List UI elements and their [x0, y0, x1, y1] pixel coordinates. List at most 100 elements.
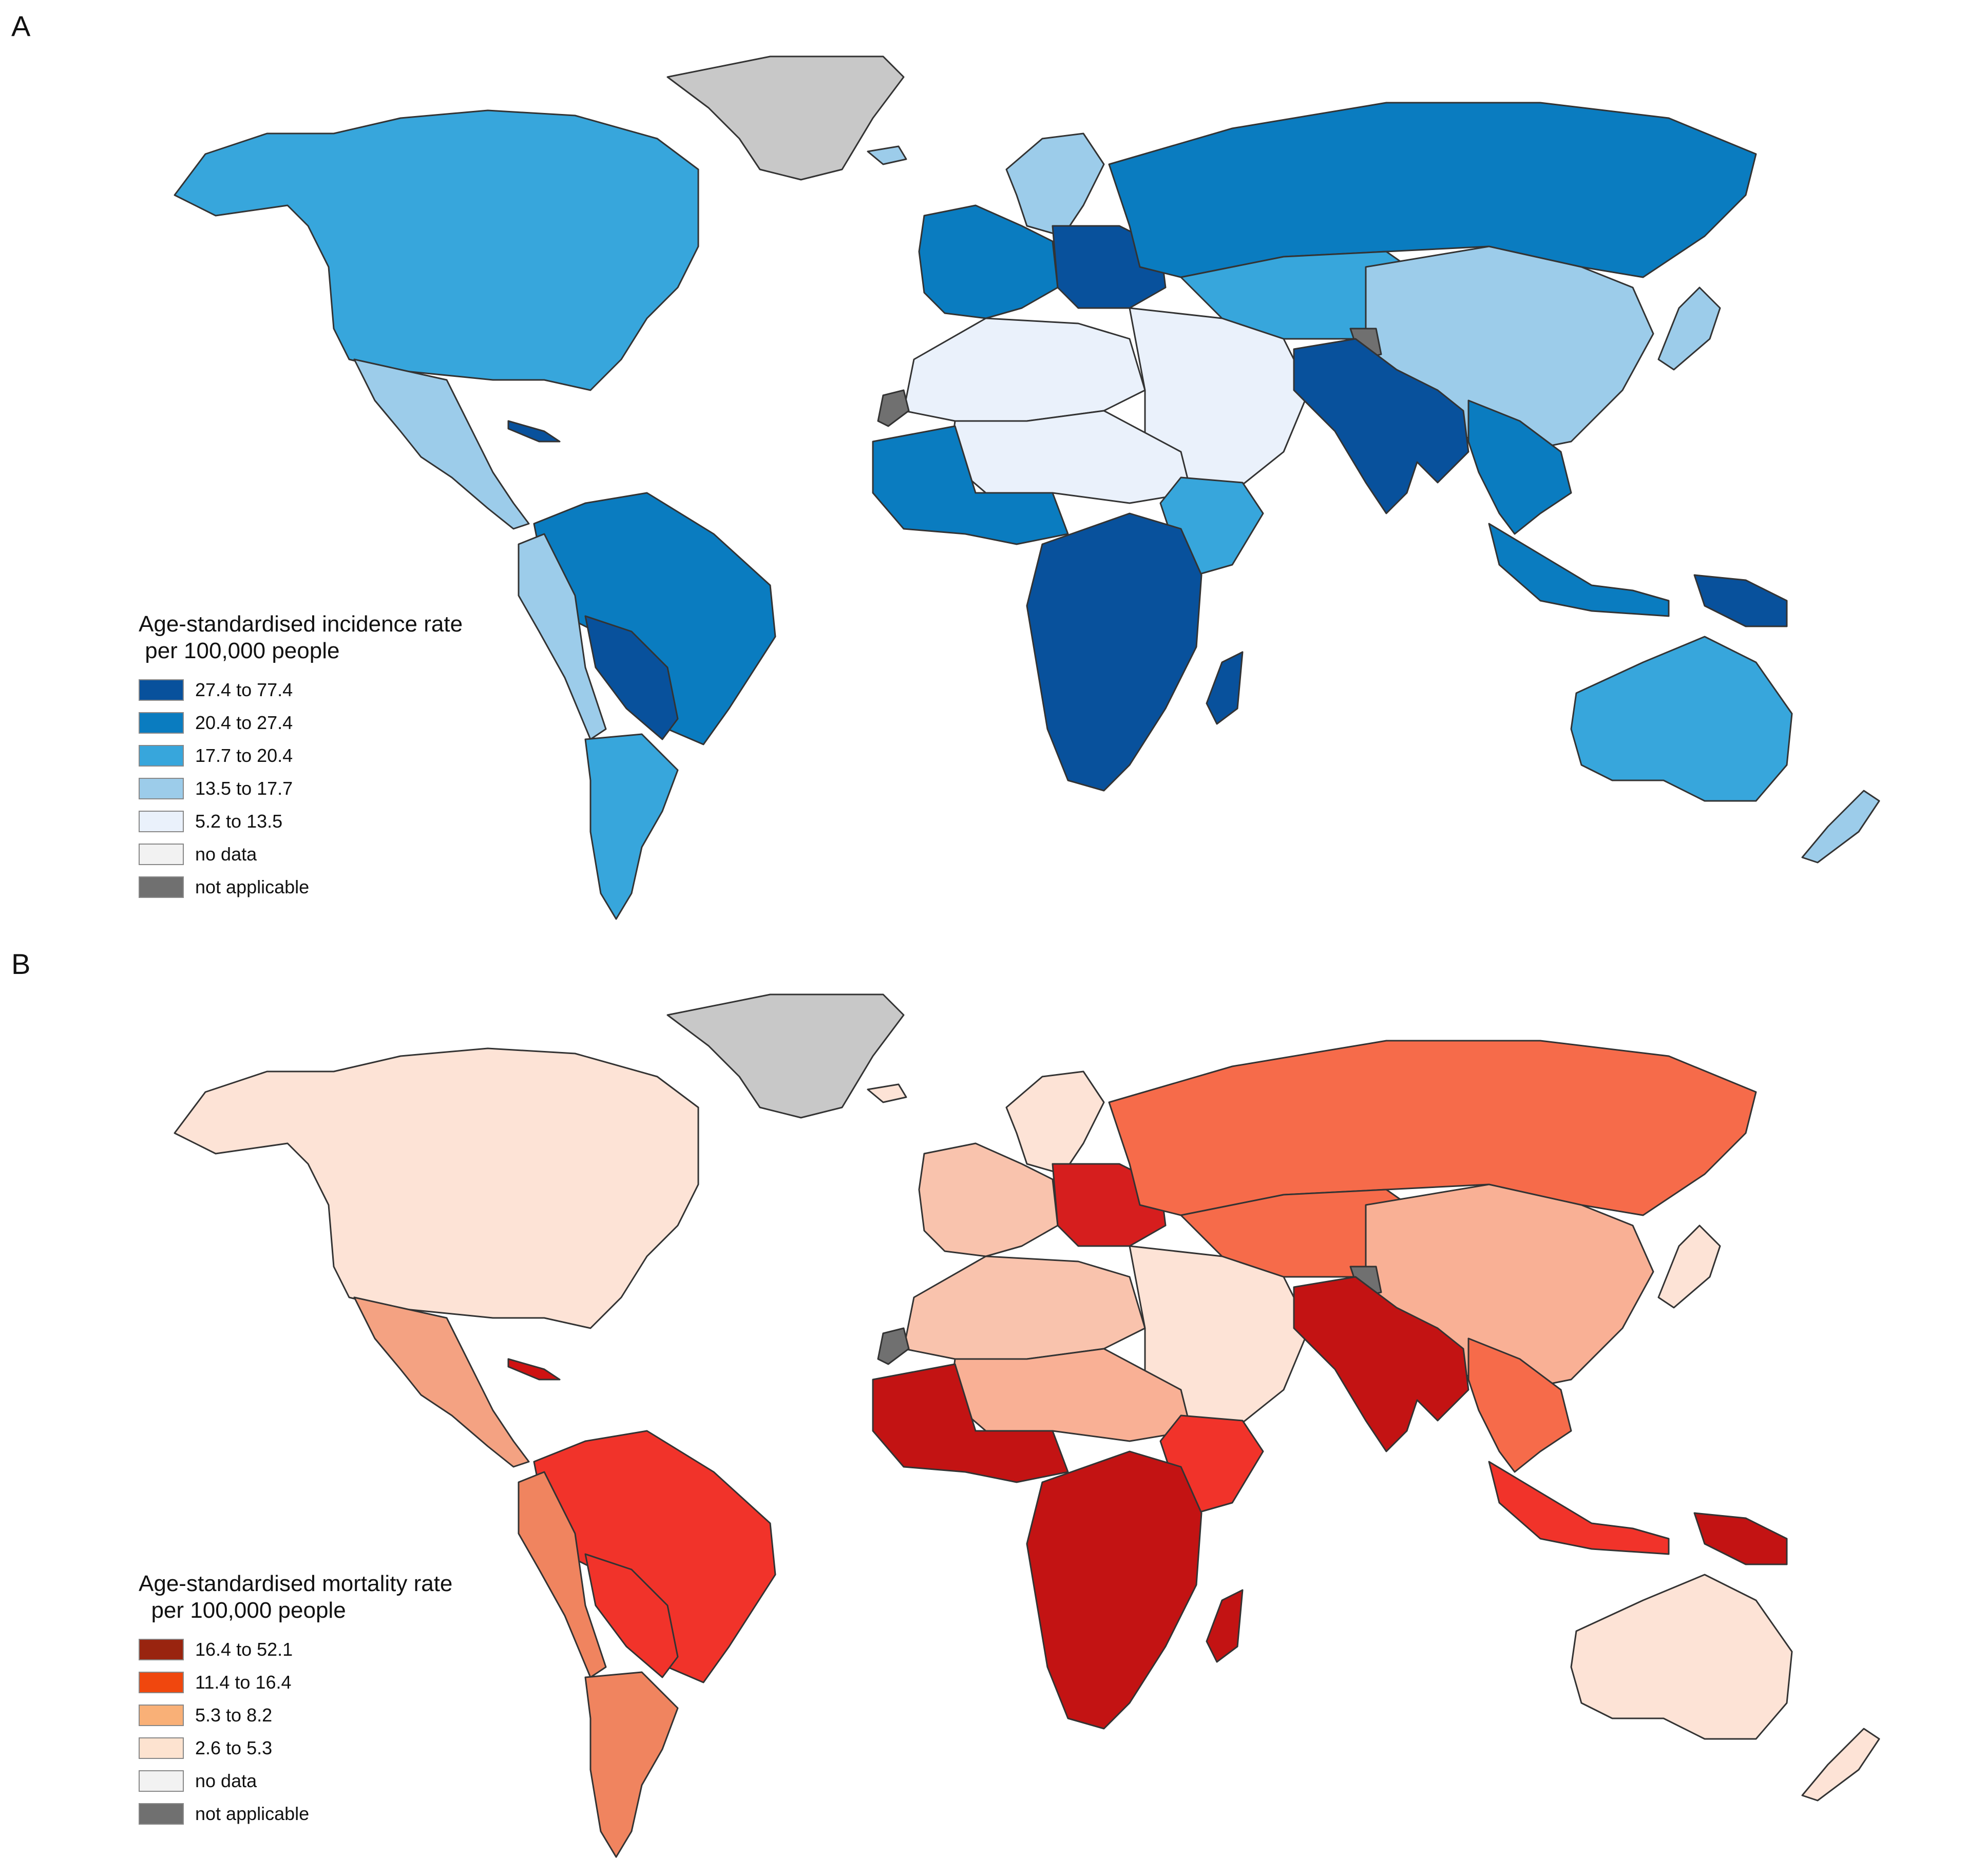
legend-swatch	[139, 1639, 184, 1660]
legend-title-line1: Age-standardised mortality rate	[139, 1571, 453, 1596]
region-southern-cone	[584, 733, 679, 920]
legend-label: 27.4 to 77.4	[195, 679, 293, 700]
region-north-america	[174, 109, 699, 391]
region-southeast-asia	[1467, 1337, 1572, 1473]
region-north-america	[174, 1047, 699, 1329]
panel-b-mortality-map: B Age-standardised mortality rate per 10…	[0, 938, 1966, 1876]
region-indonesia	[1488, 523, 1670, 617]
legend-row: 20.4 to 27.4	[139, 706, 463, 739]
legend-row: 27.4 to 77.4	[139, 674, 463, 706]
legend: Age-standardised incidence rate per 100,…	[139, 611, 463, 904]
region-scandinavia	[1005, 1070, 1105, 1175]
legend-label: 11.4 to 16.4	[195, 1672, 292, 1693]
region-south-america-west	[518, 533, 607, 740]
legend-label: 20.4 to 27.4	[195, 712, 293, 733]
region-australia	[1570, 636, 1793, 802]
legend-label: no data	[195, 1770, 257, 1791]
region-madagascar	[1206, 1589, 1244, 1663]
legend-row: no data	[139, 1765, 452, 1797]
region-middle-east	[1129, 1245, 1310, 1432]
region-europe-west	[918, 204, 1059, 319]
region-south-asia	[1293, 338, 1469, 514]
legend-swatch	[139, 679, 184, 701]
world-map	[174, 993, 1880, 1858]
legend-row: no data	[139, 838, 463, 871]
legend-items: 27.4 to 77.4 20.4 to 27.4 17.7 to 20.4 13.5…	[139, 674, 463, 904]
region-southern-cone	[584, 1671, 679, 1858]
legend-label: 5.3 to 8.2	[195, 1705, 273, 1726]
region-russia	[1108, 102, 1757, 278]
region-new-zealand	[1801, 1728, 1880, 1802]
legend-row: 5.2 to 13.5	[139, 805, 463, 838]
legend-label: 16.4 to 52.1	[195, 1639, 293, 1660]
region-west-africa	[872, 1363, 1069, 1483]
legend-title-line2: per 100,000 people	[139, 638, 340, 663]
region-madagascar	[1206, 651, 1244, 725]
legend-row: not applicable	[139, 871, 463, 904]
region-central-southern-africa	[1026, 1450, 1202, 1730]
legend-label: not applicable	[195, 876, 310, 897]
legend-label: 13.5 to 17.7	[195, 778, 293, 799]
legend-row: 5.3 to 8.2	[139, 1699, 452, 1732]
region-greenland	[666, 993, 905, 1119]
legend-swatch	[139, 1770, 184, 1792]
legend-swatch	[139, 712, 184, 734]
legend-row: 16.4 to 52.1	[139, 1633, 452, 1666]
legend-swatch	[139, 1737, 184, 1759]
region-indonesia	[1488, 1461, 1670, 1555]
legend-label: 5.2 to 13.5	[195, 811, 283, 832]
panel-letter: A	[11, 10, 31, 42]
legend-row: 11.4 to 16.4	[139, 1666, 452, 1699]
region-south-america-west	[518, 1471, 607, 1678]
region-southeast-asia	[1467, 399, 1572, 535]
region-west-africa	[872, 425, 1069, 545]
legend-swatch	[139, 876, 184, 898]
region-cuba	[507, 420, 561, 443]
region-japan	[1657, 1224, 1721, 1309]
region-north-africa	[903, 317, 1146, 422]
region-japan	[1657, 286, 1721, 371]
region-mexico-central	[353, 1296, 530, 1468]
region-middle-east	[1129, 307, 1310, 494]
region-russia	[1108, 1040, 1757, 1216]
legend-row: 2.6 to 5.3	[139, 1732, 452, 1765]
region-iceland	[867, 1083, 907, 1103]
legend-label: no data	[195, 844, 257, 865]
region-scandinavia	[1005, 132, 1105, 237]
region-central-southern-africa	[1026, 512, 1202, 792]
region-north-africa	[903, 1255, 1146, 1360]
legend-title-line1: Age-standardised incidence rate	[139, 611, 463, 637]
region-new-zealand	[1801, 790, 1880, 864]
region-bolivia-paraguay	[584, 1553, 679, 1678]
region-greenland	[666, 55, 905, 181]
legend-row: 13.5 to 17.7	[139, 772, 463, 805]
world-map	[174, 55, 1880, 920]
region-australia	[1570, 1574, 1793, 1740]
legend-items: 16.4 to 52.1 11.4 to 16.4 5.3 to 8.2 2.6 to…	[139, 1633, 452, 1830]
legend-row: 17.7 to 20.4	[139, 739, 463, 772]
legend-swatch	[139, 844, 184, 865]
legend-label: not applicable	[195, 1803, 310, 1824]
region-mexico-central	[353, 358, 530, 530]
region-western-sahara	[877, 1327, 910, 1365]
region-iceland	[867, 145, 907, 165]
region-south-asia	[1293, 1276, 1469, 1452]
panel-letter: B	[11, 948, 31, 980]
legend-label: 17.7 to 20.4	[195, 745, 293, 766]
region-png	[1693, 574, 1788, 627]
legend-label: 2.6 to 5.3	[195, 1737, 273, 1758]
region-europe-west	[918, 1142, 1059, 1257]
legend-row: not applicable	[139, 1797, 452, 1830]
legend-swatch	[139, 1803, 184, 1825]
legend-swatch	[139, 778, 184, 799]
legend: Age-standardised mortality rate per 100,…	[139, 1571, 452, 1830]
legend-swatch	[139, 1705, 184, 1726]
region-bolivia-paraguay	[584, 615, 679, 740]
region-png	[1693, 1512, 1788, 1565]
region-cuba	[507, 1358, 561, 1381]
region-western-sahara	[877, 389, 910, 427]
panel-a-incidence-map: A Age-standardised incidence rate per 10…	[11, 10, 1880, 920]
legend-swatch	[139, 1672, 184, 1693]
legend-swatch	[139, 745, 184, 767]
legend-title-line2: per 100,000 people	[139, 1598, 346, 1623]
